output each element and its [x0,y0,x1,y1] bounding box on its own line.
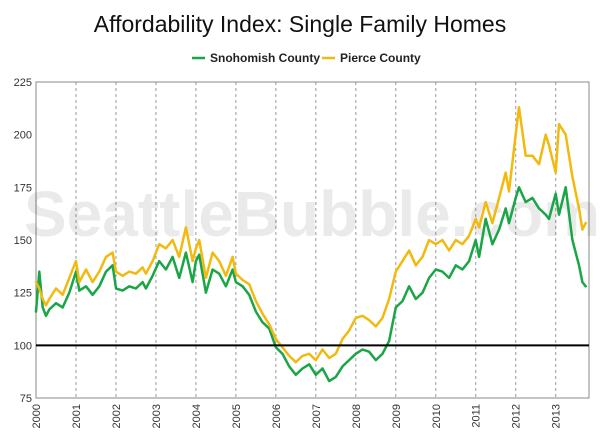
series-layer [34,106,587,383]
x-tick-label: 2009 [391,404,403,428]
x-tick-label: 2001 [71,404,83,428]
x-tick-label: 2005 [231,404,243,428]
watermark: SeattleBubble.com [24,178,600,250]
plot-area: SeattleBubble.com 75 100 125 150 175 200 225 2… [14,77,600,428]
y-tick-label: 200 [14,130,32,142]
legend-label-pierce: Pierce County [340,51,421,65]
x-tick-label: 2013 [551,404,563,428]
y-tick-label: 150 [14,235,32,247]
x-tick-label: 2004 [191,404,203,428]
x-axis-ticks: 2000 2001 2002 2003 2004 2005 2006 2007 2008 2009… [31,404,563,428]
chart-title: Affordability Index: Single Family Homes [94,11,506,37]
y-tick-label: 175 [14,182,32,194]
legend: Snohomish County Pierce County [192,51,421,65]
x-tick-label: 2010 [431,404,443,428]
x-tick-label: 2000 [31,404,43,428]
x-tick-label: 2003 [151,404,163,428]
plot-frame [35,81,590,399]
x-tick-label: 2011 [471,404,483,428]
legend-label-snohomish: Snohomish County [210,51,320,65]
series-line-snohomish-county [34,186,587,383]
x-tick-label: 2012 [511,404,523,428]
y-axis-ticks: 75 100 125 150 175 200 225 [14,77,32,405]
x-tick-label: 2006 [271,404,283,428]
y-tick-label: 125 [14,288,32,300]
y-tick-label: 75 [20,393,32,405]
x-tick-label: 2002 [111,404,123,428]
y-tick-label: 225 [14,77,32,89]
series-line-pierce-county [34,106,587,364]
x-tick-label: 2008 [351,404,363,428]
x-tick-label: 2007 [311,404,323,428]
y-tick-label: 100 [14,340,32,352]
